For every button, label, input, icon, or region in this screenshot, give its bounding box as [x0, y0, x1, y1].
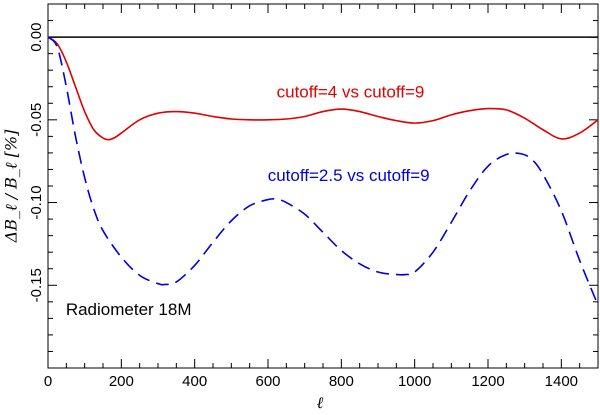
annotation-radiometer: Radiometer 18M: [66, 300, 192, 319]
x-tick-label: 1200: [471, 373, 504, 390]
x-tick-label: 1000: [398, 373, 431, 390]
x-tick-label: 600: [255, 373, 280, 390]
x-tick-label: 200: [109, 373, 134, 390]
y-tick-label: -0.10: [28, 185, 45, 219]
plot-area: 0 200 400 600 800 1000 1200 1400 0.00 -0.05 -0.10 -…: [2, 3, 599, 412]
x-axis-title: ℓ: [317, 393, 324, 412]
annotation-cutoff-4: cutoff=4 vs cutoff=9: [277, 82, 425, 101]
x-tick-label: 400: [182, 373, 207, 390]
x-tick-label: 0: [44, 373, 52, 390]
y-tick-label: -0.05: [28, 103, 45, 137]
y-tick-label: -0.15: [28, 268, 45, 302]
annotation-cutoff-2-5: cutoff=2.5 vs cutoff=9: [268, 166, 430, 185]
y-axis-title: ΔB_ℓ / B_ℓ [%]: [2, 129, 21, 243]
y-tick-label: 0.00: [28, 22, 45, 51]
series-line-cutoff-2-5: [47, 36, 599, 306]
x-tick-label: 800: [329, 373, 354, 390]
x-tick-label: 1400: [545, 373, 578, 390]
series-line-cutoff-4: [47, 36, 599, 141]
